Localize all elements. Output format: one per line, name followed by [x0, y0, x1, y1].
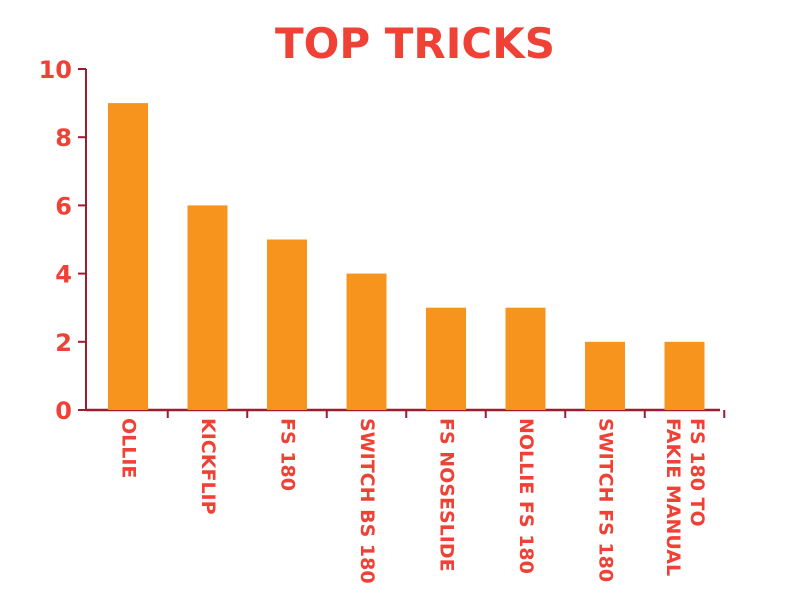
x-category-label: FS 180 — [277, 418, 299, 491]
x-category-label: SWITCH BS 180 — [356, 418, 378, 584]
y-axis: 0 2 4 6 8 10 — [39, 56, 87, 425]
y-tick-label: 10 — [39, 56, 72, 84]
x-category-label: FAKIE MANUAL — [662, 418, 684, 576]
x-category-label: KICKFLIP — [197, 418, 219, 515]
x-category-label: OLLIE — [118, 418, 140, 478]
bar — [664, 341, 705, 410]
bar — [585, 341, 625, 410]
y-tick-label: 4 — [55, 261, 72, 289]
bar — [108, 103, 148, 410]
bar — [505, 307, 546, 410]
bar — [346, 273, 387, 410]
x-category-label: FS 180 TO — [686, 418, 708, 527]
bar — [187, 205, 228, 410]
y-tick-label: 6 — [55, 192, 72, 220]
y-tick-label: 2 — [55, 329, 72, 357]
y-tick-label: 0 — [55, 397, 72, 425]
x-category-label: FS NOSESLIDE — [436, 418, 458, 572]
bar — [267, 239, 307, 410]
x-category-label: SWITCH FS 180 — [595, 418, 617, 582]
x-axis — [86, 408, 726, 418]
bars — [108, 103, 705, 410]
category-labels: OLLIE KICKFLIP FS 180 SWITCH BS 180 FS NOSES… — [118, 418, 709, 584]
y-tick-label: 8 — [55, 124, 72, 152]
x-category-label: NOLLIE FS 180 — [515, 418, 537, 574]
bar — [426, 307, 466, 410]
chart-title: TOP TRICKS — [275, 19, 555, 68]
